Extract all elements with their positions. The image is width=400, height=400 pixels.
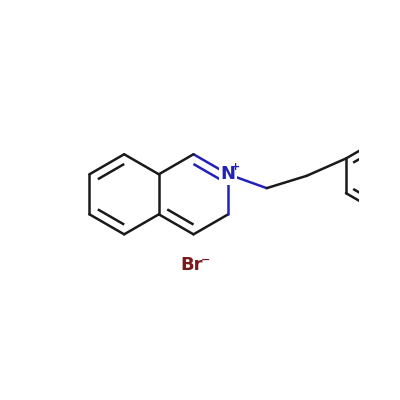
Text: Br: Br xyxy=(180,256,203,274)
Text: N: N xyxy=(221,165,236,183)
Text: +: + xyxy=(230,162,240,172)
Text: −: − xyxy=(200,255,210,265)
